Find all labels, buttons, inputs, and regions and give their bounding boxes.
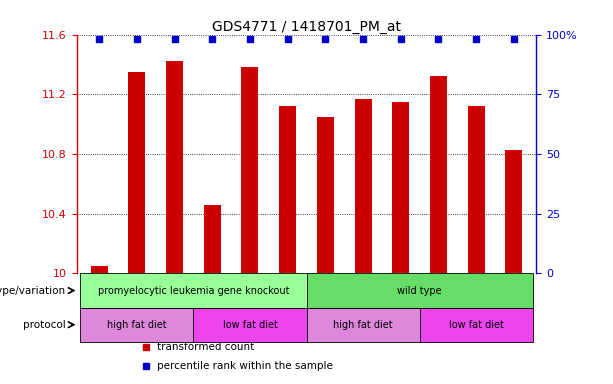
Text: protocol: protocol: [23, 320, 66, 330]
Text: transformed count: transformed count: [157, 342, 254, 352]
Text: wild type: wild type: [397, 286, 442, 296]
Bar: [354, 99, 371, 273]
Bar: [392, 102, 409, 273]
Bar: [306, 308, 419, 342]
Bar: [166, 61, 183, 273]
Text: high fat diet: high fat diet: [333, 320, 393, 330]
Bar: [468, 106, 484, 273]
Text: genotype/variation: genotype/variation: [0, 286, 66, 296]
Text: low fat diet: low fat diet: [223, 320, 278, 330]
Bar: [317, 117, 334, 273]
Bar: [80, 273, 306, 308]
Text: high fat diet: high fat diet: [107, 320, 167, 330]
Bar: [91, 266, 108, 273]
Bar: [80, 308, 194, 342]
Title: GDS4771 / 1418701_PM_at: GDS4771 / 1418701_PM_at: [212, 20, 401, 33]
Bar: [204, 205, 221, 273]
Bar: [279, 106, 296, 273]
Bar: [419, 308, 533, 342]
Bar: [242, 68, 259, 273]
Bar: [129, 72, 145, 273]
Bar: [505, 149, 522, 273]
Bar: [430, 76, 447, 273]
Bar: [306, 273, 533, 308]
Text: promyelocytic leukemia gene knockout: promyelocytic leukemia gene knockout: [97, 286, 289, 296]
Bar: [194, 308, 306, 342]
Text: low fat diet: low fat diet: [449, 320, 503, 330]
Text: percentile rank within the sample: percentile rank within the sample: [157, 361, 333, 371]
